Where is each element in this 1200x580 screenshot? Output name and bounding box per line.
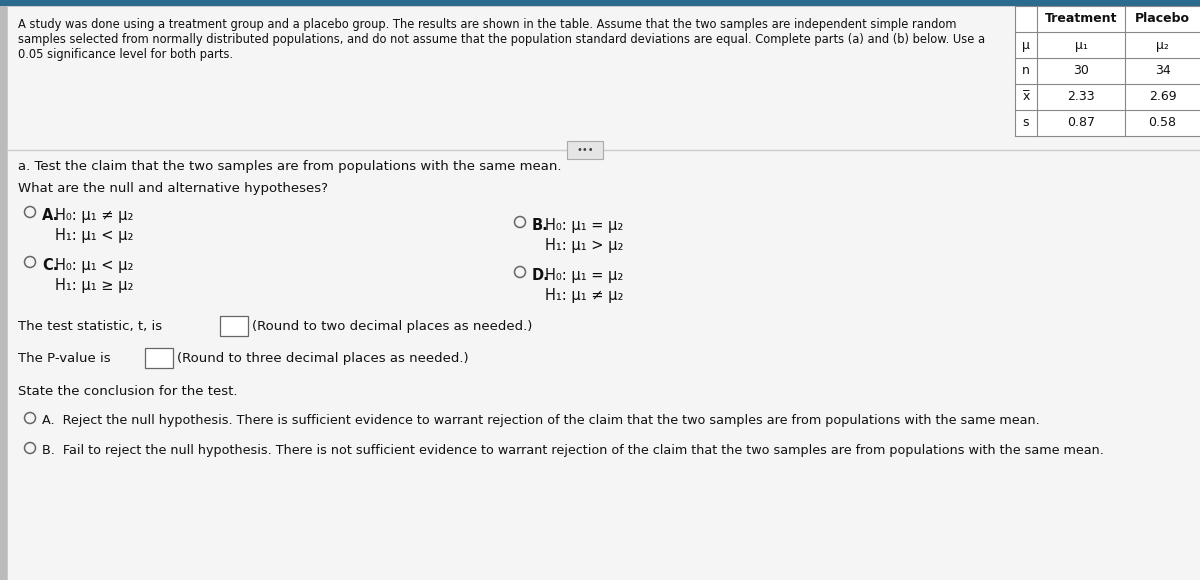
Text: 2.69: 2.69 [1148, 90, 1176, 103]
Text: H₀: μ₁ < μ₂: H₀: μ₁ < μ₂ [55, 258, 133, 273]
Text: B.  Fail to reject the null hypothesis. There is not sufficient evidence to warr: B. Fail to reject the null hypothesis. T… [42, 444, 1104, 457]
Text: samples selected from normally distributed populations, and do not assume that t: samples selected from normally distribut… [18, 33, 985, 46]
Text: Treatment: Treatment [1045, 13, 1117, 26]
Text: μ₁: μ₁ [1074, 38, 1087, 52]
Text: C.: C. [42, 258, 59, 273]
Text: What are the null and alternative hypotheses?: What are the null and alternative hypoth… [18, 182, 328, 195]
Text: 0.05 significance level for both parts.: 0.05 significance level for both parts. [18, 48, 233, 61]
Text: State the conclusion for the test.: State the conclusion for the test. [18, 385, 238, 398]
Text: The test statistic, t, is: The test statistic, t, is [18, 320, 162, 333]
Text: 0.87: 0.87 [1067, 117, 1096, 129]
Text: H₁: μ₁ ≠ μ₂: H₁: μ₁ ≠ μ₂ [545, 288, 624, 303]
Text: μ₂: μ₂ [1156, 38, 1169, 52]
Text: B.: B. [532, 218, 548, 233]
Text: •••: ••• [576, 145, 594, 155]
Text: (Round to three decimal places as needed.): (Round to three decimal places as needed… [178, 352, 469, 365]
Text: A.: A. [42, 208, 59, 223]
Text: s: s [1022, 117, 1030, 129]
Text: H₀: μ₁ ≠ μ₂: H₀: μ₁ ≠ μ₂ [55, 208, 133, 223]
Text: A.  Reject the null hypothesis. There is sufficient evidence to warrant rejectio: A. Reject the null hypothesis. There is … [42, 414, 1039, 427]
Text: Placebo: Placebo [1135, 13, 1190, 26]
Bar [0, 0, 1200, 6]
Text: H₁: μ₁ > μ₂: H₁: μ₁ > μ₂ [545, 238, 624, 253]
Text: The P-value is: The P-value is [18, 352, 110, 365]
Bar [0, 6, 7, 580]
Text: 2.33: 2.33 [1067, 90, 1094, 103]
Text: A study was done using a treatment group and a placebo group. The results are sh: A study was done using a treatment group… [18, 18, 956, 31]
Text: H₁: μ₁ ≥ μ₂: H₁: μ₁ ≥ μ₂ [55, 278, 133, 293]
Text: n: n [1022, 64, 1030, 78]
Text: 30: 30 [1073, 64, 1088, 78]
Text: H₀: μ₁ = μ₂: H₀: μ₁ = μ₂ [545, 218, 623, 233]
Text: D.: D. [532, 268, 550, 283]
Text: 0.58: 0.58 [1148, 117, 1176, 129]
Bar [145, 348, 173, 368]
Text: x̅: x̅ [1022, 90, 1030, 103]
Bar [568, 141, 604, 159]
Text: H₀: μ₁ = μ₂: H₀: μ₁ = μ₂ [545, 268, 623, 283]
Bar [220, 316, 248, 336]
Text: μ: μ [1022, 38, 1030, 52]
Text: 34: 34 [1154, 64, 1170, 78]
Text: H₁: μ₁ < μ₂: H₁: μ₁ < μ₂ [55, 228, 133, 243]
Text: (Round to two decimal places as needed.): (Round to two decimal places as needed.) [252, 320, 533, 333]
Text: a. Test the claim that the two samples are from populations with the same mean.: a. Test the claim that the two samples a… [18, 160, 562, 173]
Bar [1015, 6, 1200, 136]
